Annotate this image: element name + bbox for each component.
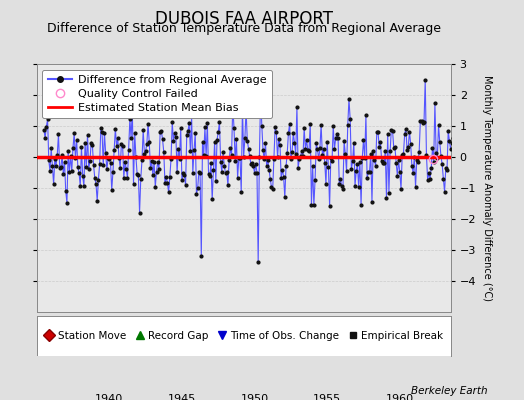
Text: DUBOIS FAA AIRPORT: DUBOIS FAA AIRPORT — [155, 10, 333, 28]
Text: Difference of Station Temperature Data from Regional Average: Difference of Station Temperature Data f… — [47, 22, 441, 35]
Legend: Difference from Regional Average, Quality Control Failed, Estimated Station Mean: Difference from Regional Average, Qualit… — [42, 70, 272, 118]
Legend: Station Move, Record Gap, Time of Obs. Change, Empirical Break: Station Move, Record Gap, Time of Obs. C… — [41, 328, 446, 344]
Text: Berkeley Earth: Berkeley Earth — [411, 386, 487, 396]
Y-axis label: Monthly Temperature Anomaly Difference (°C): Monthly Temperature Anomaly Difference (… — [482, 75, 492, 301]
